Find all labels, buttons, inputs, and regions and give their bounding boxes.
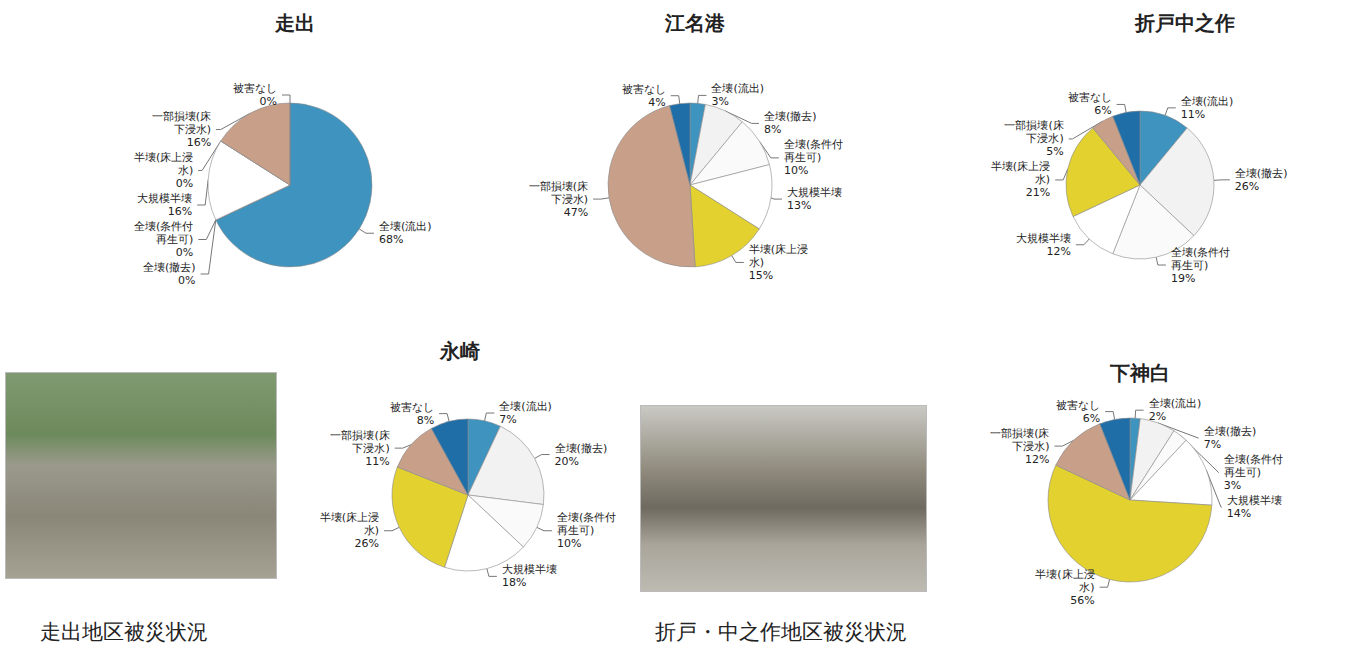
svg-text:一部損壊(床: 一部損壊(床 <box>152 110 211 123</box>
svg-text:水): 水) <box>1079 581 1094 594</box>
svg-text:全壊(撤去): 全壊(撤去) <box>764 110 817 123</box>
svg-text:7%: 7% <box>499 413 516 426</box>
svg-text:全壊(撤去): 全壊(撤去) <box>1204 425 1257 438</box>
svg-text:一部損壊(床: 一部損壊(床 <box>990 427 1049 440</box>
svg-text:6%: 6% <box>1083 412 1100 425</box>
svg-text:8%: 8% <box>417 414 434 427</box>
svg-text:4%: 4% <box>648 96 665 109</box>
svg-text:16%: 16% <box>187 136 211 149</box>
svg-text:被害なし: 被害なし <box>622 83 666 96</box>
svg-text:永崎: 永崎 <box>439 339 480 363</box>
svg-text:全壊(撤去): 全壊(撤去) <box>555 442 608 455</box>
svg-text:再生可): 再生可) <box>156 233 193 246</box>
svg-text:半壊(床上浸: 半壊(床上浸 <box>320 511 379 524</box>
svg-text:全壊(条件付: 全壊(条件付 <box>1224 453 1283 466</box>
svg-text:7%: 7% <box>1204 438 1221 451</box>
svg-text:11%: 11% <box>1181 108 1205 121</box>
svg-text:3%: 3% <box>1224 479 1241 492</box>
svg-text:全壊(流出): 全壊(流出) <box>711 82 764 95</box>
svg-text:8%: 8% <box>764 123 781 136</box>
svg-text:10%: 10% <box>784 164 808 177</box>
svg-text:大規模半壊: 大規模半壊 <box>137 192 192 205</box>
html-text:折戸・中之作地区被災状況: 折戸・中之作地区被災状況 <box>655 620 907 644</box>
svg-text:走出: 走出 <box>274 11 315 35</box>
svg-text:水): 水) <box>1035 173 1050 186</box>
svg-text:一部損壊(床: 一部損壊(床 <box>330 429 389 442</box>
svg-text:再生可): 再生可) <box>1171 259 1208 272</box>
svg-text:47%: 47% <box>564 206 588 219</box>
svg-text:2%: 2% <box>1149 410 1166 423</box>
svg-text:再生可): 再生可) <box>784 151 821 164</box>
svg-text:全壊(条件付: 全壊(条件付 <box>784 138 843 151</box>
svg-text:被害なし: 被害なし <box>233 82 277 95</box>
svg-text:下浸水): 下浸水) <box>352 442 389 455</box>
svg-text:江名港: 江名港 <box>664 11 726 35</box>
svg-text:下神白: 下神白 <box>1109 361 1170 385</box>
svg-text:68%: 68% <box>379 233 403 246</box>
svg-text:全壊(流出): 全壊(流出) <box>1149 397 1202 410</box>
svg-text:被害なし: 被害なし <box>1056 399 1100 412</box>
svg-text:全壊(撤去): 全壊(撤去) <box>1235 167 1288 180</box>
svg-text:16%: 16% <box>168 205 192 218</box>
svg-text:被害なし: 被害なし <box>390 401 434 414</box>
svg-text:大規模半壊: 大規模半壊 <box>787 186 842 199</box>
svg-text:半壊(床上浸: 半壊(床上浸 <box>1035 568 1094 581</box>
svg-text:下浸水): 下浸水) <box>1012 440 1049 453</box>
html-text:走出地区被災状況: 走出地区被災状況 <box>40 620 208 644</box>
svg-text:半壊(床上浸: 半壊(床上浸 <box>991 160 1050 173</box>
svg-text:11%: 11% <box>365 455 389 468</box>
svg-text:56%: 56% <box>1070 594 1094 607</box>
svg-text:下浸水): 下浸水) <box>551 193 588 206</box>
svg-text:3%: 3% <box>711 95 728 108</box>
svg-text:全壊(条件付: 全壊(条件付 <box>1171 246 1230 259</box>
svg-text:全壊(撤去): 全壊(撤去) <box>143 261 196 274</box>
svg-text:0%: 0% <box>176 246 193 259</box>
svg-text:再生可): 再生可) <box>557 524 594 537</box>
svg-text:折戸中之作: 折戸中之作 <box>1134 11 1235 35</box>
svg-text:下浸水): 下浸水) <box>1026 132 1063 145</box>
svg-text:20%: 20% <box>555 455 579 468</box>
svg-text:大規模半壊: 大規模半壊 <box>1227 494 1282 507</box>
svg-text:全壊(条件付: 全壊(条件付 <box>557 511 616 524</box>
svg-text:26%: 26% <box>355 537 379 550</box>
svg-text:大規模半壊: 大規模半壊 <box>502 563 557 576</box>
svg-text:被害なし: 被害なし <box>1068 91 1112 104</box>
svg-text:15%: 15% <box>749 269 773 282</box>
svg-text:全壊(流出): 全壊(流出) <box>1181 95 1234 108</box>
svg-text:半壊(床上浸: 半壊(床上浸 <box>749 243 808 256</box>
svg-text:水): 水) <box>178 164 193 177</box>
svg-text:全壊(流出): 全壊(流出) <box>499 400 552 413</box>
svg-text:下浸水): 下浸水) <box>174 123 211 136</box>
svg-text:18%: 18% <box>502 576 526 589</box>
svg-text:大規模半壊: 大規模半壊 <box>1016 232 1071 245</box>
svg-text:再生可): 再生可) <box>1224 466 1261 479</box>
svg-text:全壊(流出): 全壊(流出) <box>379 220 432 233</box>
svg-text:水): 水) <box>749 256 764 269</box>
svg-text:0%: 0% <box>178 274 195 287</box>
svg-text:12%: 12% <box>1046 245 1070 258</box>
svg-text:6%: 6% <box>1094 104 1111 117</box>
svg-text:5%: 5% <box>1046 145 1063 158</box>
svg-text:一部損壊(床: 一部損壊(床 <box>1004 119 1063 132</box>
svg-text:半壊(床上浸: 半壊(床上浸 <box>134 151 193 164</box>
svg-text:19%: 19% <box>1171 272 1195 285</box>
svg-text:21%: 21% <box>1026 186 1050 199</box>
svg-text:26%: 26% <box>1235 180 1259 193</box>
svg-text:13%: 13% <box>787 199 811 212</box>
svg-text:一部損壊(床: 一部損壊(床 <box>529 180 588 193</box>
svg-text:0%: 0% <box>260 95 277 108</box>
svg-text:水): 水) <box>364 524 379 537</box>
svg-text:14%: 14% <box>1227 507 1251 520</box>
svg-text:全壊(条件付: 全壊(条件付 <box>134 220 193 233</box>
svg-text:10%: 10% <box>557 537 581 550</box>
svg-text:12%: 12% <box>1025 453 1049 466</box>
svg-text:0%: 0% <box>176 177 193 190</box>
